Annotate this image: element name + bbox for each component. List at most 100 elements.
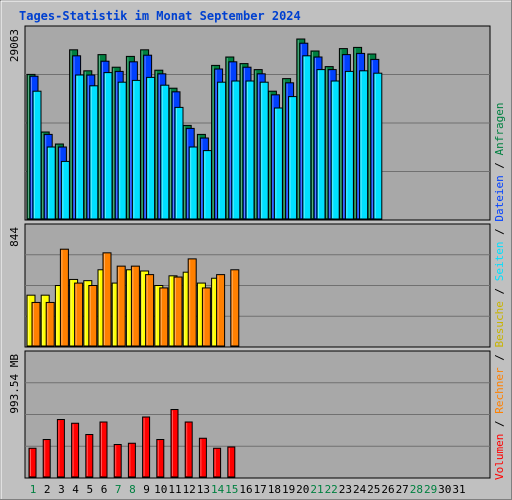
- series-Seiten: [32, 55, 383, 220]
- legend-item-Anfragen: Anfragen: [493, 102, 506, 155]
- bar-Seiten-day-2: [46, 146, 56, 220]
- panel-volume: 993.54 MB: [8, 350, 491, 479]
- day-label-23: 23: [339, 483, 352, 496]
- day-label-22: 22: [325, 483, 338, 496]
- bar-Rechner-day-14: [216, 274, 226, 347]
- bar-Seiten-day-6: [103, 72, 113, 220]
- chart-panels: 29063 844 993.54 MB: [8, 25, 491, 479]
- day-label-25: 25: [367, 483, 380, 496]
- panel-hits_files_pages: 29063: [8, 25, 491, 221]
- bar-Volumen-day-10: [156, 439, 165, 478]
- y-max-label: 993.54 MB: [8, 354, 21, 414]
- bar-Volumen-day-2: [42, 439, 51, 478]
- bar-Seiten-day-1: [32, 90, 42, 220]
- series-Volumen: [28, 409, 236, 478]
- bar-Rechner-day-8: [130, 265, 140, 347]
- day-label-29: 29: [424, 483, 437, 496]
- bar-Rechner-day-9: [145, 274, 155, 347]
- day-label-6: 6: [101, 483, 108, 496]
- chart-title: Tages-Statistik im Monat September 2024: [19, 9, 301, 23]
- bar-Seiten-day-15: [231, 80, 241, 220]
- x-axis-day-labels: 1 2 3 4 5 6 7 8 9 10 11 12 13 14 15 16 17 18 19 20 21 22 23 24 2…: [30, 483, 466, 496]
- bar-Rechner-day-15: [230, 269, 240, 347]
- series-Rechner: [31, 248, 240, 347]
- bar-Volumen-day-15: [227, 446, 236, 478]
- legend-separator: /: [493, 414, 506, 434]
- bar-Volumen-day-6: [99, 421, 108, 478]
- bar-Volumen-day-7: [113, 444, 122, 478]
- bar-Seiten-day-17: [259, 81, 269, 220]
- bar-Rechner-day-6: [102, 252, 112, 347]
- bar-Volumen-day-14: [213, 447, 222, 478]
- day-label-27: 27: [396, 483, 409, 496]
- bar-Seiten-day-20: [302, 55, 312, 220]
- bar-Seiten-day-9: [146, 76, 156, 220]
- bar-Seiten-day-18: [273, 107, 283, 220]
- panel-visits_sites: 844: [8, 223, 491, 348]
- bar-Seiten-day-14: [217, 81, 227, 220]
- legend-item-Volumen: Volumen: [493, 434, 506, 480]
- legend-text: Volumen / Rechner / Besuche / Seiten / D…: [493, 102, 506, 480]
- day-label-3: 3: [58, 483, 65, 496]
- bar-Seiten-day-23: [344, 70, 354, 220]
- bar-Volumen-day-13: [198, 437, 207, 478]
- legend-item-Seiten: Seiten: [493, 242, 506, 282]
- day-label-21: 21: [310, 483, 323, 496]
- bar-Rechner-day-4: [74, 282, 84, 347]
- bar-Volumen-day-9: [142, 416, 151, 478]
- day-label-4: 4: [72, 483, 79, 496]
- day-label-18: 18: [268, 483, 281, 496]
- day-label-16: 16: [239, 483, 252, 496]
- bar-Seiten-day-7: [117, 81, 127, 220]
- day-label-30: 30: [438, 483, 451, 496]
- bar-Seiten-day-12: [188, 146, 198, 220]
- bar-Seiten-day-3: [60, 160, 70, 220]
- day-label-2: 2: [44, 483, 51, 496]
- legend-item-Besuche: Besuche: [493, 301, 506, 347]
- day-label-11: 11: [168, 483, 181, 496]
- bar-Rechner-day-2: [45, 301, 55, 347]
- bar-Seiten-day-10: [160, 84, 170, 220]
- bar-Volumen-day-4: [71, 422, 80, 478]
- bar-Seiten-day-11: [174, 106, 184, 220]
- bar-Seiten-day-22: [330, 80, 340, 220]
- bar-Rechner-day-12: [187, 258, 197, 347]
- bar-Seiten-day-16: [245, 80, 255, 220]
- legend-item-Rechner: Rechner: [493, 367, 506, 414]
- bar-Seiten-day-8: [131, 79, 141, 220]
- bar-Seiten-day-5: [89, 85, 99, 220]
- day-label-8: 8: [129, 483, 136, 496]
- day-label-20: 20: [296, 483, 309, 496]
- day-label-1: 1: [30, 483, 37, 496]
- bar-Seiten-day-19: [288, 96, 298, 220]
- day-label-15: 15: [225, 483, 238, 496]
- day-label-7: 7: [115, 483, 122, 496]
- bar-Seiten-day-4: [75, 74, 85, 220]
- bar-Volumen-day-11: [170, 409, 179, 478]
- day-label-12: 12: [183, 483, 196, 496]
- bar-Seiten-day-21: [316, 69, 326, 220]
- legend-item-Dateien: Dateien: [493, 175, 506, 221]
- bar-Rechner-day-13: [201, 287, 211, 347]
- day-label-14: 14: [211, 483, 225, 496]
- day-label-5: 5: [86, 483, 93, 496]
- legend: Volumen / Rechner / Besuche / Seiten / D…: [493, 102, 506, 480]
- bar-Rechner-day-7: [116, 265, 126, 347]
- bar-Volumen-day-1: [28, 447, 37, 478]
- bar-Rechner-day-1: [31, 301, 41, 347]
- y-max-label: 29063: [8, 29, 21, 62]
- bar-Rechner-day-3: [59, 248, 69, 347]
- day-label-26: 26: [381, 483, 394, 496]
- bar-Rechner-day-10: [159, 287, 169, 347]
- day-label-28: 28: [410, 483, 423, 496]
- day-label-17: 17: [254, 483, 267, 496]
- day-label-19: 19: [282, 483, 295, 496]
- legend-separator: /: [493, 155, 506, 175]
- y-max-label: 844: [8, 227, 21, 247]
- day-label-31: 31: [452, 483, 465, 496]
- bar-Rechner-day-5: [88, 285, 98, 347]
- bar-Volumen-day-3: [56, 419, 65, 478]
- bar-Seiten-day-24: [359, 70, 369, 220]
